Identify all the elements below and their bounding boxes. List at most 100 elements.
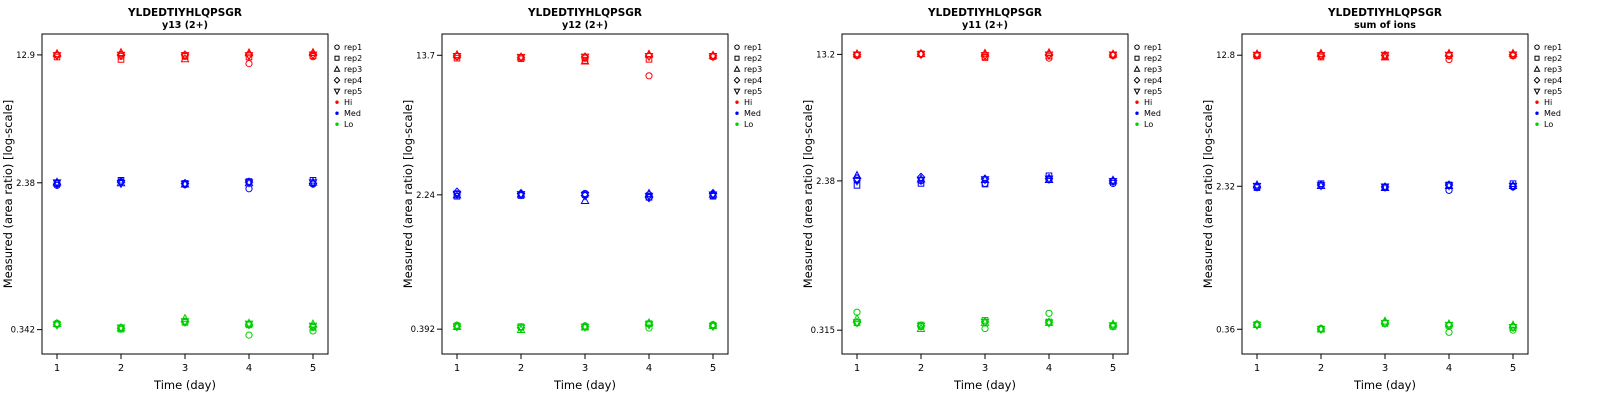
data-point: [1108, 178, 1118, 187]
level-dot-icon: [1535, 122, 1539, 126]
data-point: [645, 72, 653, 80]
data-point: [116, 51, 126, 61]
data-point: [516, 53, 526, 63]
y-tick-label: 2.38: [16, 179, 35, 189]
triangle-up-legend-icon: [733, 65, 741, 72]
data-point: [916, 322, 926, 332]
data-point: [852, 173, 862, 184]
data-point: [244, 179, 254, 188]
x-axis-label: Time (day): [1353, 378, 1416, 392]
data-point: [1044, 175, 1054, 185]
data-point: [452, 53, 462, 62]
y-tick-label: 13.2: [816, 50, 835, 60]
y-tick-label: 2.24: [416, 191, 435, 201]
y-axis-label: Measured (area ratio) [log-scale]: [1201, 100, 1215, 289]
data-point: [1252, 321, 1262, 331]
level-dot-icon: [1135, 100, 1139, 104]
data-point: [308, 179, 318, 188]
data-point: [1044, 319, 1054, 328]
chart-subtitle: sum of ions: [1354, 20, 1416, 31]
data-point: [708, 50, 718, 59]
data-point: [1045, 309, 1053, 317]
legend-label: Hi: [344, 98, 352, 107]
chart-panel-4: YLDEDTIYHLQPSGR sum of ions 1 2 3 4 5 12.8 2.32 0…: [1200, 0, 1600, 400]
data-point: [1508, 323, 1518, 333]
triangle-down-legend-icon: [1533, 88, 1541, 96]
level-dot-icon: [735, 122, 739, 126]
x-tick-label: 4: [1046, 363, 1052, 374]
data-point: [452, 323, 462, 332]
chart-panel-3: YLDEDTIYHLQPSGR y11 (2+) 1 2 3 4 5 13.2 2.38 0.31…: [800, 0, 1200, 400]
chart-panel-1: YLDEDTIYHLQPSGR y13 (2+) 1 2 3 4 5 12.9 2.38 0.34…: [0, 0, 400, 400]
legend-label: rep4: [1144, 76, 1162, 85]
legend-label: Lo: [1144, 120, 1153, 129]
square-legend-icon: [334, 55, 340, 61]
data-point: [580, 192, 590, 201]
y-tick-label: 12.8: [1216, 51, 1235, 61]
x-tick-label: 1: [854, 363, 860, 374]
y-tick-label: 2.32: [1216, 182, 1235, 192]
data-point: [1316, 325, 1326, 335]
data-point: [1044, 317, 1054, 326]
y-tick-label: 0.36: [1216, 325, 1235, 335]
data-point: [516, 324, 526, 333]
triangle-up-legend-icon: [1133, 65, 1141, 72]
diamond-legend-icon: [1133, 76, 1141, 84]
data-point: [580, 195, 590, 204]
data-point: [180, 318, 190, 327]
data-point: [180, 180, 190, 190]
legend-label: rep3: [1544, 65, 1562, 74]
data-point: [1445, 186, 1453, 194]
data-point: [980, 176, 990, 185]
data-point: [916, 51, 926, 60]
data-point: [708, 53, 718, 62]
legend-label: rep5: [744, 87, 762, 96]
y-tick-label: 0.315: [811, 326, 835, 336]
data-point: [1044, 51, 1054, 60]
data-point: [580, 323, 590, 332]
square-legend-icon: [1134, 55, 1140, 61]
legend-label: rep4: [1544, 76, 1562, 85]
data-point: [708, 322, 718, 332]
legend-label: rep4: [344, 76, 362, 85]
y-tick-label: 2.38: [816, 177, 835, 187]
data-point: [644, 321, 654, 330]
data-point: [309, 327, 317, 335]
level-dot-icon: [1535, 100, 1539, 104]
data-point: [852, 51, 862, 60]
chart-title: YLDEDTIYHLQPSGR: [527, 7, 642, 19]
data-point: [1380, 319, 1390, 329]
plot-frame: [441, 33, 729, 355]
x-tick-label: 4: [646, 363, 652, 374]
y-axis-label: Measured (area ratio) [log-scale]: [1, 100, 15, 289]
legend-label: rep2: [1544, 54, 1562, 63]
square-legend-icon: [1534, 55, 1540, 61]
data-point: [980, 318, 990, 328]
x-axis-label: Time (day): [553, 378, 616, 392]
plot-frame: [41, 33, 329, 355]
data-point: [52, 52, 62, 61]
legend-label: rep5: [344, 87, 362, 96]
data-point: [516, 191, 526, 200]
legend-label: rep2: [344, 54, 362, 63]
level-dot-icon: [735, 111, 739, 115]
x-tick-label: 2: [1318, 363, 1324, 374]
legend-label: rep5: [1544, 87, 1562, 96]
data-point: [116, 324, 126, 333]
data-point: [1108, 51, 1118, 60]
chart-title: YLDEDTIYHLQPSGR: [1327, 7, 1442, 19]
y-axis-label: Measured (area ratio) [log-scale]: [401, 100, 415, 289]
legend-label: Hi: [744, 98, 752, 107]
data-point: [645, 324, 653, 332]
data-point: [245, 331, 253, 339]
diamond-legend-icon: [1533, 76, 1541, 84]
level-dot-icon: [735, 100, 739, 104]
x-tick-label: 3: [182, 363, 188, 374]
data-point: [116, 180, 126, 189]
data-point: [52, 321, 62, 330]
legend-label: Lo: [344, 120, 353, 129]
data-point: [1380, 51, 1390, 61]
data-point: [1444, 321, 1454, 331]
